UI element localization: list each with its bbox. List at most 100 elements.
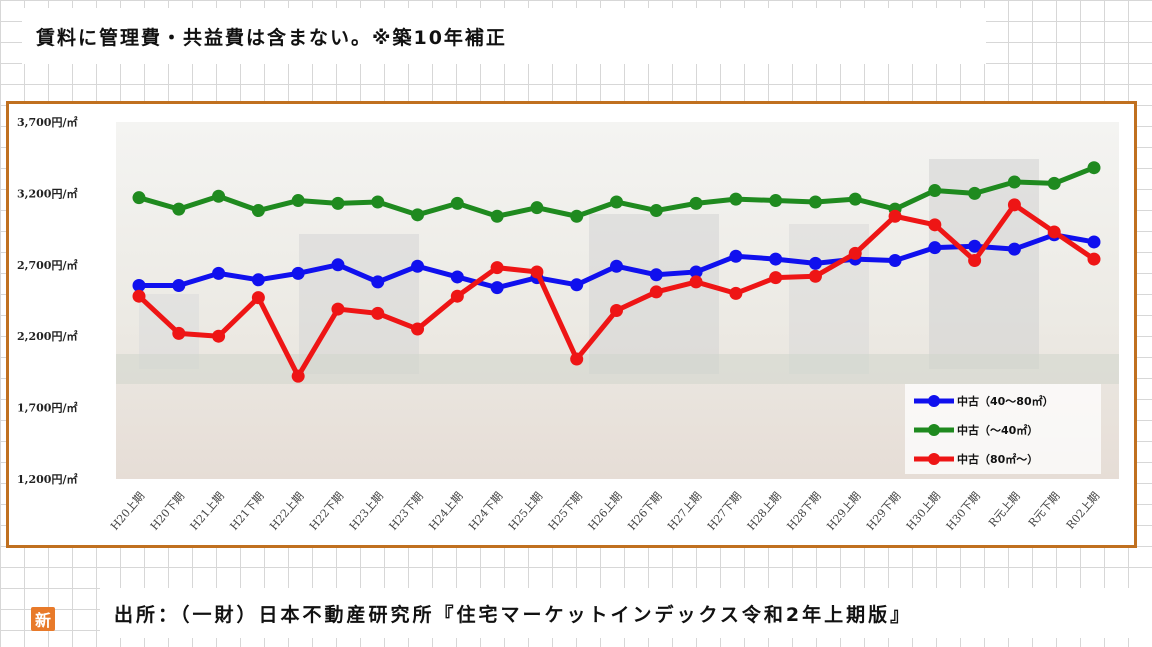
series-0-point — [888, 254, 902, 268]
y-axis-ticks: 1,200円/㎡ 1,700円/㎡ 2,200円/㎡ 2,700円/㎡ 3,200円/㎡… — [17, 115, 77, 486]
series-1-point — [291, 194, 305, 208]
x-axis-ticks: H20上期 H20下期 H21上期 H21下期 H22上期 H22下期 H23上期 H23下期… — [108, 490, 1102, 533]
series-0-point — [172, 279, 186, 293]
x-tick-label: R元下期 — [1026, 490, 1063, 530]
series-2-point — [610, 303, 623, 317]
series-0-point — [371, 275, 385, 289]
series-2-point — [251, 291, 265, 305]
series-0-point — [808, 256, 822, 270]
legend-marker — [928, 395, 940, 407]
x-tick-label: H29下期 — [864, 490, 903, 533]
x-tick-label: H30上期 — [904, 490, 943, 533]
series-2-point — [371, 306, 385, 320]
y-tick-label: 2,200円/㎡ — [17, 329, 77, 343]
series-0-point — [928, 241, 942, 255]
series-1-point — [1087, 161, 1101, 175]
x-tick-label: H27上期 — [665, 490, 704, 533]
series-2-point — [1007, 198, 1021, 212]
x-tick-label: H25上期 — [506, 490, 545, 533]
series-2-point — [848, 246, 862, 260]
new-badge: 新 — [31, 607, 55, 631]
series-0-point — [968, 239, 982, 253]
series-1-point — [450, 196, 464, 210]
series-1-point — [808, 195, 822, 209]
legend-marker — [928, 453, 940, 465]
series-2-point — [1087, 252, 1101, 266]
series-1-point — [490, 209, 504, 223]
series-1-point — [1047, 176, 1061, 190]
series-1-point — [371, 195, 385, 209]
header-note: 賃料に管理費・共益費は含まない。※築10年補正 — [22, 8, 986, 64]
series-0-point — [729, 249, 743, 263]
series-2-point — [649, 285, 663, 299]
series-0-point — [132, 279, 146, 293]
x-tick-label: H25下期 — [546, 490, 585, 533]
legend-label: 中古（80㎡～） — [957, 452, 1038, 466]
series-1-point — [132, 191, 146, 205]
series-2-point — [291, 369, 305, 383]
source-note: 出所：（一財）日本不動産研究所『住宅マーケットインデックス令和2年上期版』 — [100, 588, 1152, 638]
series-0-point — [649, 268, 663, 282]
series-2-point — [570, 352, 584, 366]
series-2-point — [450, 289, 464, 303]
y-tick-label: 3,700円/㎡ — [17, 115, 77, 129]
series-1-point — [1007, 175, 1021, 189]
x-tick-label: H23下期 — [387, 490, 426, 533]
series-0-point — [570, 278, 584, 292]
y-tick-label: 1,200円/㎡ — [17, 472, 77, 486]
x-tick-label: H26上期 — [586, 490, 625, 533]
legend-label: 中古（～40㎡） — [957, 423, 1038, 437]
x-tick-label: R元上期 — [986, 490, 1023, 530]
series-1-point — [848, 192, 862, 206]
series-1-point — [769, 194, 783, 208]
series-2-point — [729, 286, 743, 300]
series-1-point — [729, 192, 743, 206]
legend-marker — [928, 424, 940, 436]
series-0-point — [450, 270, 464, 284]
series-2-point — [411, 322, 425, 336]
x-tick-label: H23上期 — [347, 490, 386, 533]
series-0-point — [212, 266, 226, 280]
x-tick-label: H24上期 — [426, 490, 465, 533]
series-1-point — [212, 189, 226, 203]
series-0-point — [1007, 242, 1021, 256]
y-tick-label: 1,700円/㎡ — [17, 401, 77, 415]
series-0-point — [610, 259, 623, 273]
x-tick-label: H20上期 — [108, 490, 147, 533]
x-tick-label: H21下期 — [227, 490, 266, 533]
x-tick-label: H29上期 — [824, 490, 863, 533]
x-tick-label: H21上期 — [188, 490, 227, 533]
series-1-point — [331, 196, 345, 210]
y-tick-label: 2,700円/㎡ — [17, 258, 77, 272]
x-tick-label: H30下期 — [944, 490, 983, 533]
series-1-point — [172, 202, 186, 216]
series-2-point — [212, 329, 226, 343]
series-0-point — [689, 265, 703, 279]
series-0-point — [1087, 235, 1101, 249]
series-1-point — [411, 208, 425, 222]
series-0-point — [291, 266, 305, 280]
x-tick-label: H26下期 — [625, 490, 664, 533]
legend-label: 中古（40～80㎡） — [957, 394, 1054, 408]
series-0-point — [411, 259, 425, 273]
x-tick-label: R02上期 — [1064, 490, 1102, 532]
series-0-point — [490, 281, 504, 295]
line-chart: 1,200円/㎡ 1,700円/㎡ 2,200円/㎡ 2,700円/㎡ 3,200円/㎡… — [17, 115, 1119, 533]
x-tick-label: H22上期 — [267, 490, 306, 533]
series-layer — [132, 161, 1101, 383]
series-1-point — [649, 204, 663, 218]
series-2-point — [530, 265, 544, 279]
x-tick-label: H24下期 — [466, 490, 505, 533]
series-2-point — [172, 326, 186, 340]
series-2-point — [132, 289, 146, 303]
x-tick-label: H28下期 — [784, 490, 823, 533]
series-1-point — [570, 209, 584, 223]
x-tick-label: H27下期 — [705, 490, 744, 533]
series-2-point — [689, 275, 703, 289]
legend: 中古（40～80㎡） 中古（～40㎡） 中古（80㎡～） — [905, 384, 1101, 474]
series-0-point — [331, 258, 345, 272]
series-0-point — [769, 252, 783, 266]
series-2-point — [769, 271, 783, 285]
plot-background — [116, 122, 1119, 479]
y-tick-label: 3,200円/㎡ — [17, 186, 77, 200]
